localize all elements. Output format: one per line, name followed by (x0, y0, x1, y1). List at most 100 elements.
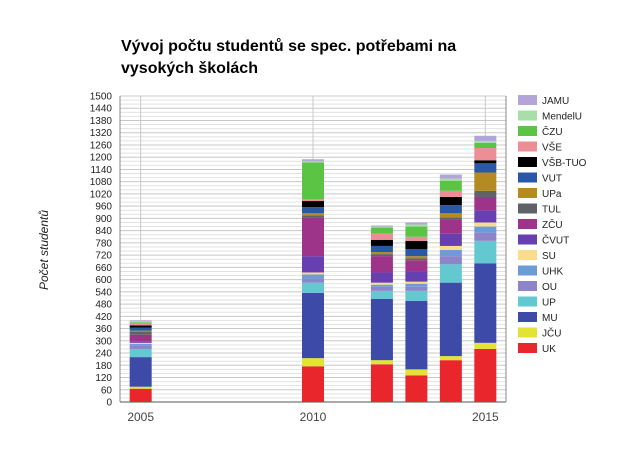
legend-swatch (518, 250, 537, 260)
y-tick-label: 180 (95, 361, 112, 372)
bar-segment (370, 227, 393, 234)
bar-segment (129, 388, 152, 402)
legend-swatch (518, 296, 537, 307)
bar-segment (439, 360, 462, 402)
bar-segment (474, 140, 497, 143)
bar-segment (439, 213, 462, 218)
bar-segment (129, 330, 152, 332)
bar-segment (405, 375, 428, 402)
bar-segment (405, 240, 428, 249)
y-tick-label: 780 (95, 238, 112, 249)
bar-segment (474, 342, 497, 349)
bar-segment (370, 254, 393, 257)
y-tick-label: 960 (95, 202, 112, 213)
bar-segment (302, 366, 324, 402)
y-tick-label: 0 (106, 398, 112, 409)
bar-segment (474, 148, 497, 161)
bar-segment (129, 323, 152, 326)
y-tick-label: 1260 (90, 140, 113, 151)
legend-label: VUT (542, 174, 562, 185)
legend-swatch (518, 327, 537, 338)
bar-segment (474, 222, 497, 227)
bar-segment (129, 331, 152, 335)
legend-label: SU (542, 251, 556, 262)
bar-segment (474, 210, 497, 223)
bar-segment (129, 322, 152, 324)
bar-segment (370, 245, 393, 253)
bar-segment (129, 334, 152, 342)
y-tick-label: 1140 (90, 165, 112, 176)
legend-swatch (518, 110, 537, 121)
bar-segment (439, 217, 462, 220)
bar-segment (439, 219, 462, 234)
bar-segment (370, 298, 393, 361)
y-tick-label: 900 (95, 214, 112, 225)
legend-label: UK (542, 344, 556, 355)
bar-segment (370, 360, 393, 365)
bar-segment (439, 264, 462, 283)
bar-segment (439, 233, 462, 246)
bar-segment (474, 172, 497, 191)
legend-label: ČZU (542, 125, 563, 138)
y-tick-label: 1200 (90, 153, 113, 164)
bars-layer (129, 135, 497, 402)
bar-segment (439, 196, 462, 206)
y-tick-label: 360 (95, 324, 112, 335)
x-tick-label: 2015 (472, 410, 499, 424)
bar-segment (474, 263, 497, 343)
bar-segment (474, 135, 497, 141)
y-tick-label: 480 (95, 300, 112, 311)
y-tick-label: 720 (95, 251, 112, 262)
bar-segment (439, 250, 462, 257)
bar-segment (370, 226, 393, 228)
bar-segment (439, 190, 462, 197)
bar-segment (474, 196, 497, 211)
y-tick-label: 1380 (90, 116, 113, 127)
y-tick-label: 420 (95, 312, 112, 323)
bar-segment (370, 286, 393, 291)
bar-segment (302, 256, 324, 273)
y-tick-label: 1440 (90, 104, 113, 115)
bar-segment (405, 249, 428, 257)
bar-segment (474, 232, 497, 241)
bar-segment (474, 160, 497, 164)
legend-label: TUL (542, 205, 561, 216)
bar-segment (129, 342, 152, 344)
bar-segment (129, 321, 152, 323)
bar-segment (370, 364, 393, 402)
bar-segment (439, 180, 462, 191)
bar-segment (370, 233, 393, 240)
bar-segment (302, 358, 324, 367)
y-tick-label: 540 (95, 287, 112, 298)
bar-segment (439, 174, 462, 179)
legend-label: VŠE (542, 141, 562, 154)
bar-segment (302, 201, 324, 208)
bar-segment (302, 207, 324, 214)
legend-label: MU (542, 313, 558, 324)
legend-label: JAMU (542, 96, 569, 107)
bar-segment (370, 284, 393, 287)
legend-label: ZČU (542, 218, 563, 231)
y-tick-label: 120 (95, 373, 112, 384)
bar-segment (405, 222, 428, 225)
legend-label: MendelU (542, 112, 582, 123)
bar-segment (405, 256, 428, 259)
legend-label: OU (542, 282, 557, 293)
bar-segment (405, 301, 428, 370)
bar-segment (302, 199, 324, 202)
legend-swatch (518, 203, 537, 214)
bar-segment (370, 256, 393, 273)
x-tick-label: 2005 (127, 410, 154, 424)
bar-segment (129, 320, 152, 322)
bar-segment (129, 325, 152, 328)
legend-label: UP (542, 298, 556, 309)
legend-swatch (518, 234, 537, 245)
bar-segment (405, 271, 428, 282)
bar-segment (302, 292, 324, 359)
bar-segment (405, 283, 428, 287)
bar-segment (439, 245, 462, 251)
bar-segment (474, 142, 497, 149)
bar-segment (405, 369, 428, 376)
bar-segment (474, 348, 497, 402)
